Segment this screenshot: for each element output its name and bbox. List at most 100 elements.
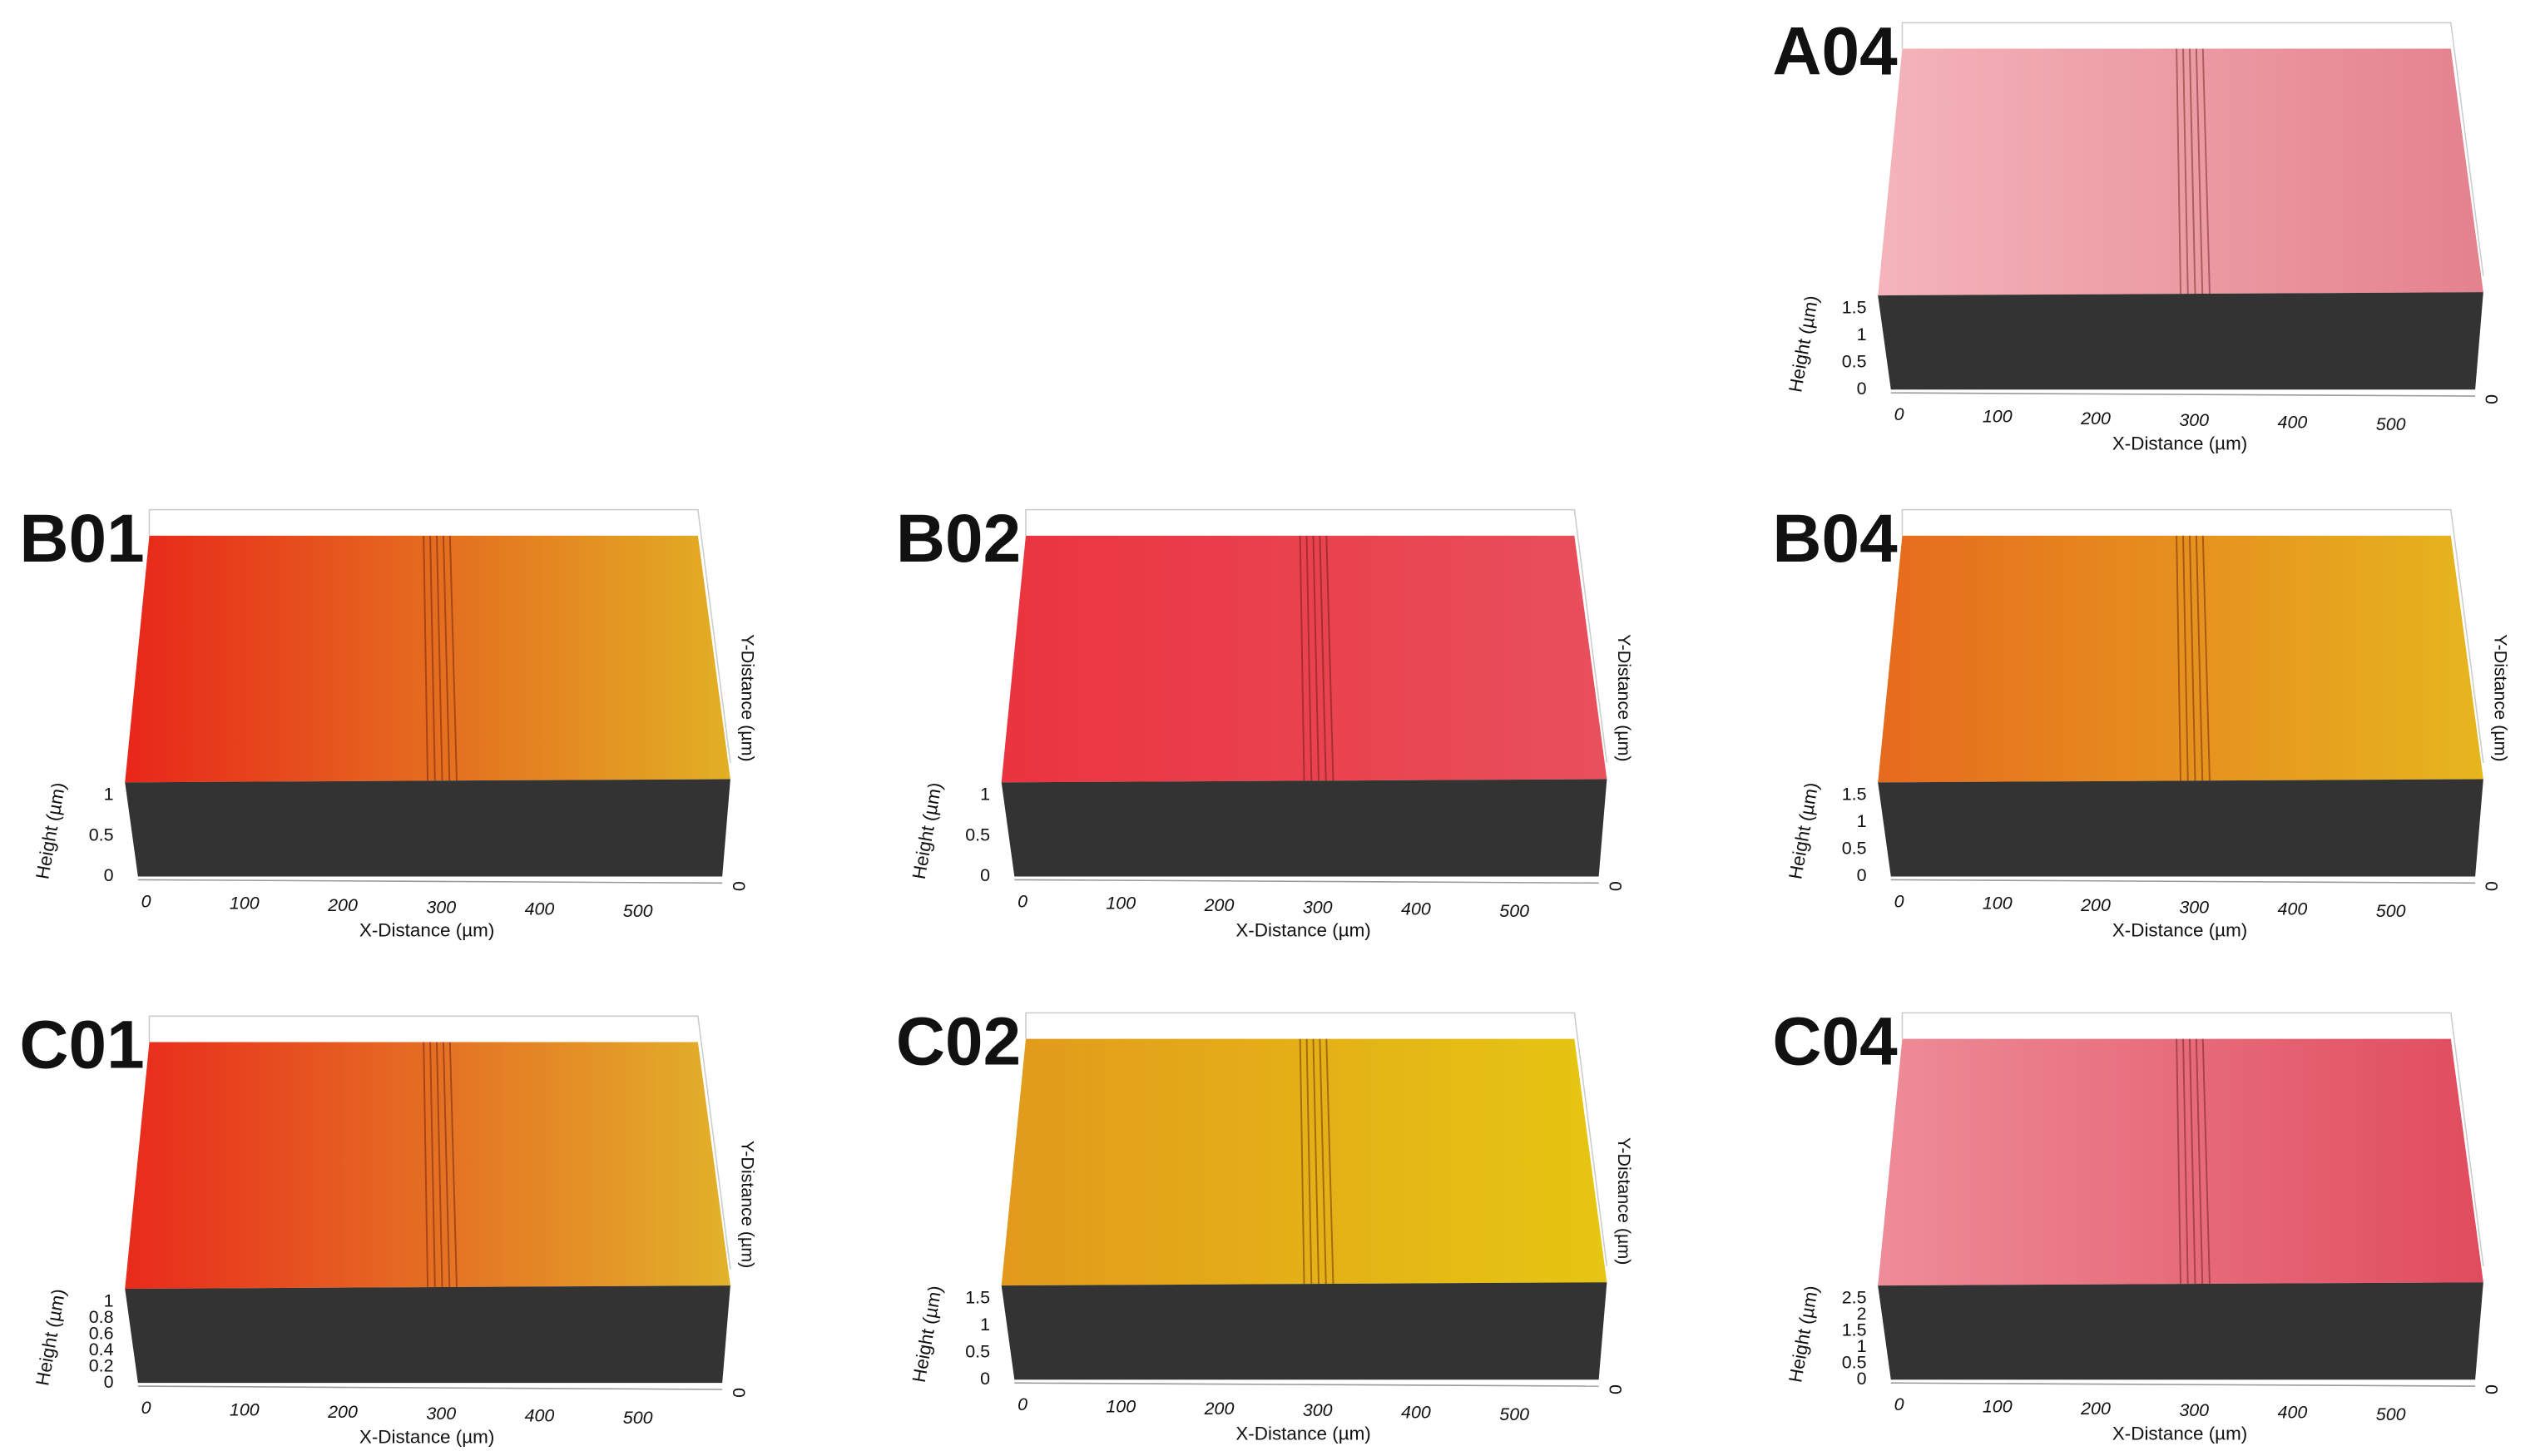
panel: B04 0 0.5 1 1.5 Height (µm) 0 100 200 300 400 500 X-… (1772, 501, 2510, 941)
x-tick-label: 0 (141, 1398, 151, 1418)
y-tick-label: 0 (2482, 1384, 2502, 1394)
z-tick-label: 1.5 (1842, 1320, 1867, 1340)
y-axis-title: Y-Distance (µm) (1614, 634, 1634, 761)
z-tick-label: 0 (1857, 865, 1867, 885)
panel-label: C01 (19, 1008, 144, 1083)
axis (1890, 879, 2476, 884)
frame (1025, 1012, 1608, 1266)
z-axis-title: Height (µm) (909, 1284, 946, 1384)
z-tick-label: 0.8 (89, 1307, 114, 1327)
surface (1878, 535, 2483, 783)
z-tick-label: 1.5 (965, 1287, 990, 1307)
z-axis-title: Height (µm) (909, 781, 946, 881)
x-tick-label: 500 (1499, 901, 1529, 921)
x-tick-label: 500 (2376, 414, 2406, 434)
x-tick-label: 0 (1018, 1394, 1027, 1414)
x-tick-label: 500 (1499, 1404, 1529, 1424)
groove (423, 1042, 429, 1288)
groove (1305, 535, 1313, 781)
axis (137, 1385, 723, 1390)
y-tick-label: 0 (729, 881, 749, 891)
x-tick-label: 0 (1894, 1394, 1904, 1414)
x-axis-title: X-Distance (µm) (2112, 1424, 2247, 1444)
front-face (1878, 779, 2483, 877)
groove (448, 1042, 458, 1288)
x-tick-label: 100 (1983, 894, 2013, 914)
front-face (1001, 1282, 1607, 1380)
x-tick-label: 400 (1401, 899, 1431, 919)
x-axis-title: X-Distance (µm) (359, 920, 494, 941)
y-tick-label: 0 (2482, 394, 2502, 404)
z-tick-label: 0.5 (1842, 1352, 1867, 1372)
x-tick-label: 100 (1983, 1397, 2013, 1417)
z-axis-title: Height (µm) (1785, 781, 1822, 881)
x-tick-label: 500 (623, 901, 653, 921)
z-tick-label: 0.5 (89, 825, 114, 844)
axis (1014, 879, 1599, 884)
x-tick-label: 300 (2179, 897, 2209, 917)
axis (1014, 1382, 1599, 1387)
x-tick-label: 200 (1204, 1399, 1235, 1419)
groove (436, 1042, 443, 1288)
surface (1878, 1038, 2483, 1286)
surface (125, 1042, 730, 1290)
z-tick-label: 1 (1857, 1336, 1867, 1356)
x-tick-label: 200 (1204, 895, 1235, 915)
panel-label: B04 (1772, 501, 1898, 577)
z-tick-label: 1 (104, 785, 114, 805)
z-tick-label: 0 (1857, 379, 1867, 399)
x-tick-label: 100 (230, 1399, 260, 1419)
z-axis-title: Height (µm) (1785, 1284, 1822, 1384)
groove (442, 535, 451, 781)
x-tick-label: 400 (2278, 899, 2308, 919)
z-tick-label: 0 (104, 865, 114, 885)
frame (1025, 508, 1608, 764)
z-tick-label: 0.5 (965, 1341, 990, 1361)
groove (1299, 535, 1305, 781)
z-tick-label: 1 (104, 1290, 114, 1310)
x-tick-label: 400 (2278, 412, 2308, 432)
groove (429, 535, 436, 781)
panel: C02 0 0.5 1 1.5 Height (µm) 0 100 200 300 400 500 X-… (896, 1004, 1634, 1444)
groove (2182, 535, 2189, 781)
x-tick-label: 100 (230, 894, 260, 914)
z-tick-label: 1.5 (1842, 297, 1867, 317)
z-tick-label: 0.5 (1842, 839, 1867, 859)
groove (2201, 48, 2211, 295)
x-tick-label: 0 (141, 891, 151, 911)
x-axis-title: X-Distance (µm) (2112, 920, 2247, 941)
axis (137, 879, 723, 884)
groove (1325, 535, 1334, 781)
groove (1325, 1038, 1334, 1285)
x-tick-label: 400 (525, 1405, 555, 1425)
z-tick-label: 1 (980, 1315, 990, 1335)
z-tick-label: 0.4 (89, 1340, 114, 1359)
z-tick-label: 1 (1857, 324, 1867, 344)
x-tick-label: 0 (1018, 891, 1027, 911)
z-tick-label: 1 (980, 785, 990, 805)
x-tick-label: 300 (426, 1404, 456, 1424)
frame (148, 508, 731, 764)
groove (1312, 535, 1320, 781)
groove (2188, 48, 2196, 295)
panel-label: A04 (1772, 14, 1898, 90)
x-tick-label: 400 (525, 899, 555, 919)
front-face (125, 779, 730, 877)
groove (423, 535, 429, 781)
z-tick-label: 2.5 (1842, 1287, 1867, 1307)
x-tick-label: 100 (1106, 1397, 1136, 1417)
front-face (125, 1285, 730, 1384)
groove (1312, 1038, 1320, 1285)
x-tick-label: 400 (2278, 1403, 2308, 1423)
y-axis-title: Y-Distance (µm) (738, 634, 758, 761)
x-tick-label: 200 (327, 1402, 358, 1422)
groove (448, 535, 458, 781)
x-tick-label: 0 (1894, 891, 1904, 911)
x-tick-label: 0 (1894, 404, 1904, 424)
groove (2195, 48, 2204, 295)
axis (1890, 392, 2476, 397)
z-axis-title: Height (µm) (32, 781, 69, 881)
